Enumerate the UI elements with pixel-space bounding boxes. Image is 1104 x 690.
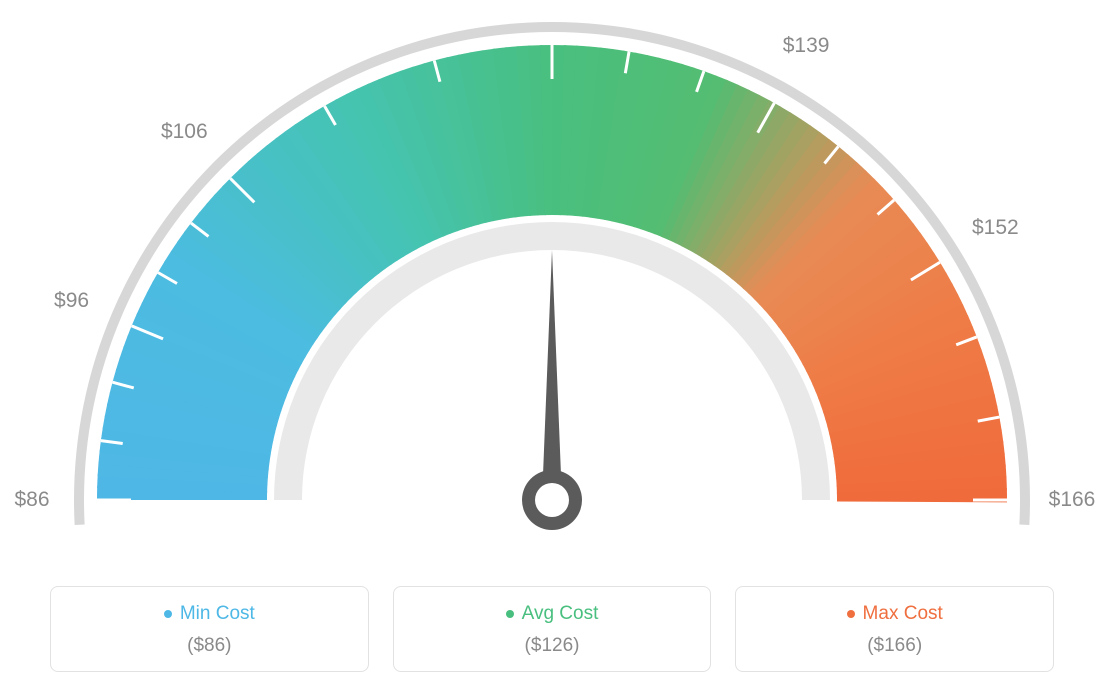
gauge-tick-label: $106 [161,120,208,144]
legend-label: Max Cost [863,603,943,625]
legend-value: ($86) [61,635,358,657]
legend-value: ($166) [746,635,1043,657]
gauge-tick-label: $86 [14,488,49,512]
gauge-tick-label: $152 [972,216,1019,240]
legend-title-min: Min Cost [164,603,255,625]
legend-label: Avg Cost [522,603,599,625]
gauge-tick-label: $166 [1049,488,1096,512]
gauge-tick-label: $96 [54,289,89,313]
legend-value: ($126) [404,635,701,657]
legend-title-avg: Avg Cost [506,603,599,625]
legend-label: Min Cost [180,603,255,625]
gauge-tick-label: $139 [783,34,830,58]
legend-dot-min [164,610,172,618]
legend-row: Min Cost ($86) Avg Cost ($126) Max Cost … [50,586,1054,672]
legend-card-avg: Avg Cost ($126) [393,586,712,672]
gauge-svg [0,0,1104,560]
legend-dot-avg [506,610,514,618]
legend-title-max: Max Cost [847,603,943,625]
legend-card-max: Max Cost ($166) [735,586,1054,672]
legend-dot-max [847,610,855,618]
gauge-chart: $86$96$106$126$139$152$166 [0,0,1104,560]
legend-card-min: Min Cost ($86) [50,586,369,672]
